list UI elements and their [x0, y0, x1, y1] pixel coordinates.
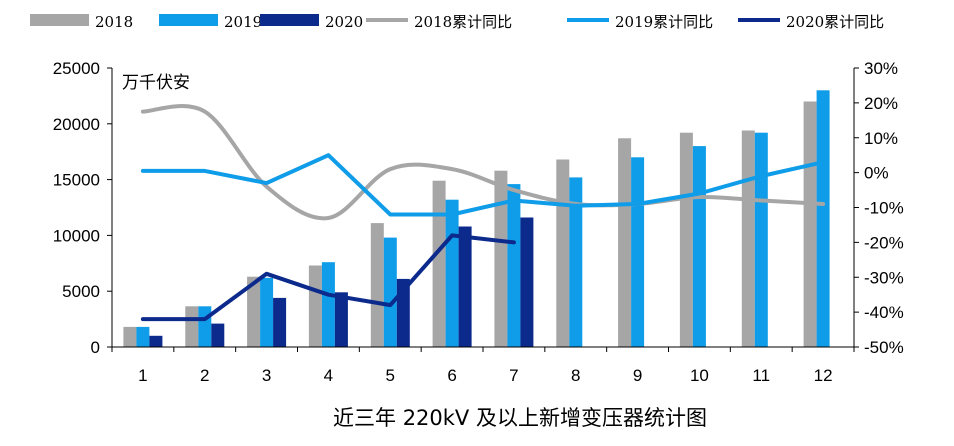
y-right-tick-label: 10%	[864, 129, 898, 148]
x-tick-label: 3	[262, 366, 271, 385]
bar-2018-12	[803, 101, 817, 347]
line-series-2020累计同比	[140, 233, 516, 322]
legend-item-2020: 2020	[260, 13, 363, 31]
chart-title: 近三年 220kV 及以上新增变压器统计图	[333, 406, 707, 430]
legend-item-2019: 2019	[159, 13, 262, 31]
y-right-tick-label: 20%	[864, 94, 898, 113]
bar-2018-9	[618, 138, 632, 347]
bar-2018-7	[494, 170, 508, 347]
legend-swatch	[260, 14, 319, 26]
x-tick-label: 12	[814, 366, 833, 385]
bar-2019-2	[198, 306, 212, 347]
bar-2020-1	[149, 335, 163, 347]
legend-label: 2019	[224, 13, 262, 31]
bar-2019-9	[631, 157, 645, 347]
bar-2018-8	[556, 159, 570, 347]
line-series-2018累计同比	[140, 104, 826, 221]
x-tick-label: 6	[447, 366, 456, 385]
y-right-tick-label: -50%	[864, 338, 904, 357]
bar-2020-3	[273, 297, 287, 347]
bar-2019-5	[383, 237, 397, 347]
y-left-tick-label: 25000	[53, 59, 100, 78]
x-tick-label: 7	[509, 366, 518, 385]
bar-2020-7	[520, 217, 534, 347]
legend-label: 2018累计同比	[414, 13, 512, 31]
bar-series-2019	[136, 90, 830, 348]
x-tick-label: 10	[690, 366, 709, 385]
bar-2018-5	[370, 223, 384, 347]
legend-swatch	[30, 14, 89, 26]
bar-2018-3	[247, 276, 261, 347]
bar-2020-6	[458, 226, 472, 347]
bar-2019-12	[816, 90, 830, 348]
x-tick-label: 5	[386, 366, 395, 385]
y-right-tick-label: -20%	[864, 233, 904, 252]
legend-item-2020累计同比: 2020累计同比	[738, 13, 884, 31]
bar-2019-1	[136, 326, 150, 347]
bar-2018-10	[679, 132, 693, 347]
y-right-tick-label: -40%	[864, 303, 904, 322]
legend-item-2019累计同比: 2019累计同比	[567, 13, 713, 31]
legend-label: 2020	[325, 13, 363, 31]
line-series-2019累计同比	[140, 153, 826, 217]
y-right-tick-label: -10%	[864, 199, 904, 218]
y-left-tick-label: 15000	[53, 171, 100, 190]
bar-2018-1	[123, 326, 137, 347]
y-left-tick-label: 20000	[53, 115, 100, 134]
y-right-tick-label: 30%	[864, 59, 898, 78]
bar-2018-2	[185, 306, 199, 347]
bar-2019-3	[260, 277, 274, 347]
bars	[123, 90, 830, 348]
x-tick-label: 11	[752, 366, 770, 385]
bar-2020-2	[211, 323, 225, 347]
x-tick-label: 8	[571, 366, 580, 385]
legend-label: 2020累计同比	[786, 13, 884, 31]
bar-2018-4	[308, 265, 322, 347]
axes: 0 5000 10000 15000 20000 25000 -50% -40% -30% -20…	[53, 59, 904, 385]
x-tick-label: 1	[138, 366, 147, 385]
legend-label: 2019累计同比	[615, 13, 713, 31]
y-left-tick-label: 5000	[62, 282, 100, 301]
bar-2019-4	[321, 262, 335, 347]
bar-2019-8	[569, 177, 583, 347]
lines	[140, 104, 826, 322]
x-tick-label: 9	[633, 366, 642, 385]
legend: 2018 2019 2020 2018累计同比 2019累计同比 2020累计同比	[30, 13, 884, 31]
y-left-tick-label: 0	[91, 338, 100, 357]
y-right-tick-label: -30%	[864, 268, 904, 287]
bar-series-2018	[123, 101, 817, 347]
y-left-tick-label: 10000	[53, 226, 100, 245]
legend-item-2018: 2018	[30, 13, 133, 31]
legend-swatch	[159, 14, 218, 26]
bar-2019-6	[445, 199, 459, 347]
bar-2018-11	[741, 130, 755, 347]
bar-2020-4	[334, 292, 348, 347]
bar-2019-10	[692, 146, 706, 347]
x-tick-label: 4	[324, 366, 333, 385]
x-tick-label: 2	[200, 366, 209, 385]
bar-2019-7	[507, 184, 521, 347]
unit-label: 万千伏安	[122, 73, 190, 93]
y-right-tick-label: 0%	[864, 164, 889, 183]
bar-2019-11	[754, 132, 768, 347]
legend-item-2018累计同比: 2018累计同比	[366, 13, 512, 31]
legend-label: 2018	[95, 13, 133, 31]
bar-2018-6	[432, 180, 446, 347]
